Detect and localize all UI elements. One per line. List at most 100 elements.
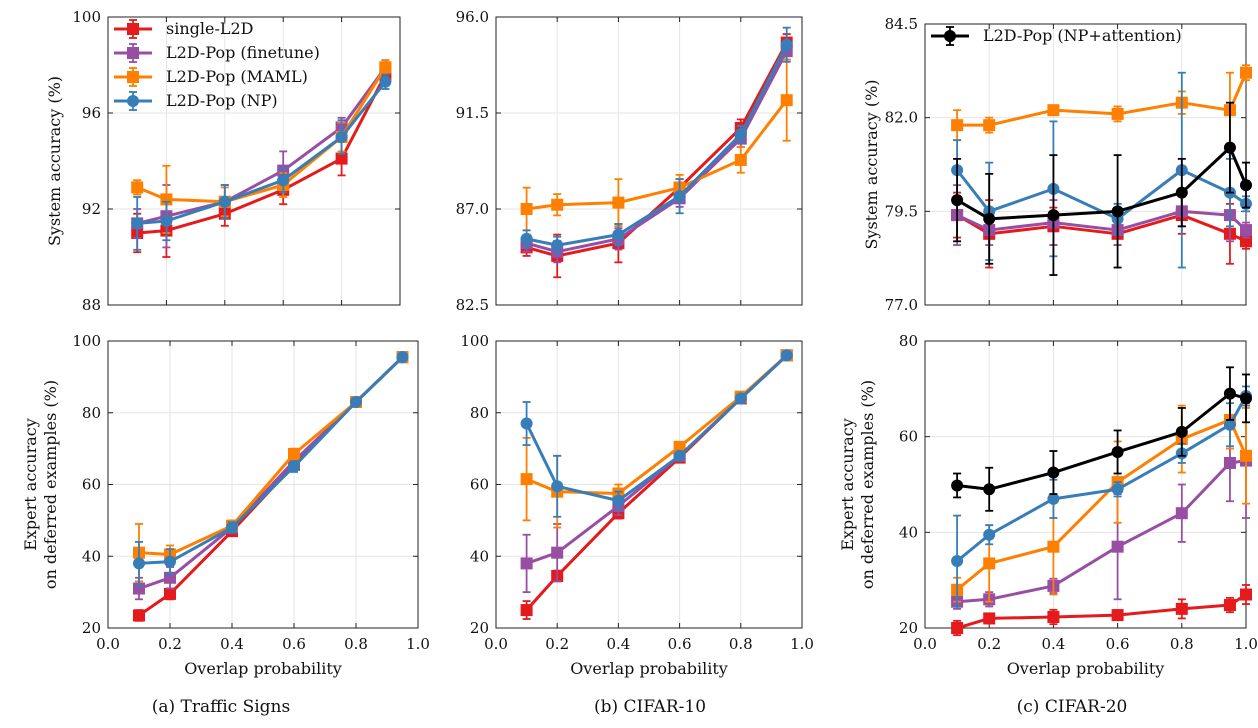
x-tick-label: 0.8 <box>729 635 753 653</box>
data-point <box>218 195 231 208</box>
series-single-l2d <box>520 33 793 279</box>
x-axis-label: Overlap probability <box>570 659 728 678</box>
series-line <box>956 459 1246 604</box>
series-line <box>525 354 788 503</box>
x-tick-label: 0.6 <box>282 635 306 653</box>
data-point <box>1111 483 1124 496</box>
panel-p01: 82.5 87.0 91.5 96.0 <box>456 8 803 314</box>
x-tick-label: 0.0 <box>913 635 937 653</box>
data-point <box>983 212 996 225</box>
data-point <box>288 448 300 461</box>
data-point <box>133 609 145 622</box>
legend-label: single-L2D <box>166 19 254 38</box>
series-l2d-pop-np- <box>133 351 409 586</box>
legend-label: L2D-Pop (NP) <box>166 91 278 110</box>
data-point <box>396 351 409 364</box>
x-tick-label: 0.4 <box>1041 635 1065 653</box>
legend: single-L2D L2D-Pop (finetune) L2D-Pop (MAM… <box>114 19 320 111</box>
x-tick-label: 1.0 <box>790 635 814 653</box>
data-point <box>983 483 996 496</box>
data-point <box>1047 492 1060 505</box>
x-tick-label: 0.0 <box>484 635 508 653</box>
data-point <box>983 119 996 132</box>
legend-marker <box>127 23 139 35</box>
legend-label: L2D-Pop (MAML) <box>166 67 308 86</box>
data-point <box>520 232 533 245</box>
series-l2d-pop-maml- <box>131 59 392 234</box>
caption-c: (c) CIFAR-20 <box>1017 697 1128 717</box>
series-l2d-pop-finetune- <box>951 402 1252 610</box>
series-line <box>138 356 404 565</box>
caption-a: (a) Traffic Signs <box>152 697 290 717</box>
data-point <box>133 557 145 570</box>
data-point <box>983 612 996 625</box>
data-point <box>951 194 964 207</box>
x-tick-label: 0.2 <box>158 635 182 653</box>
data-point <box>780 349 793 362</box>
data-point <box>983 557 996 570</box>
y-axis-label: System accuracy (%) <box>45 76 64 246</box>
y-tick-label: 80 <box>470 404 489 422</box>
y-tick-label: 92 <box>82 200 101 218</box>
y-tick-label: 60 <box>470 476 489 494</box>
y-tick-label: 96 <box>82 104 101 122</box>
y-tick-label: 40 <box>82 547 101 565</box>
y-tick-label: 79.5 <box>885 202 918 220</box>
x-tick-label: 0.8 <box>344 635 368 653</box>
data-point <box>1240 179 1252 192</box>
series-l2d-pop-maml- <box>951 390 1252 603</box>
data-point <box>551 546 564 559</box>
x-tick-label: 0.2 <box>977 635 1001 653</box>
y-axis-label: on deferred examples (%) <box>858 380 877 589</box>
y-tick-label: 20 <box>899 619 918 637</box>
data-point <box>951 555 964 568</box>
caption-b: (b) CIFAR-10 <box>594 697 706 717</box>
data-point <box>288 460 300 473</box>
data-point <box>551 239 564 252</box>
data-point <box>551 198 564 211</box>
series-l2d-pop-maml- <box>520 349 793 529</box>
data-point <box>951 622 964 634</box>
data-point <box>1047 466 1060 479</box>
y-tick-label: 60 <box>899 428 918 446</box>
data-point <box>734 153 747 166</box>
series-line <box>956 593 1246 630</box>
data-point <box>226 521 238 534</box>
data-point <box>520 473 533 486</box>
data-point <box>520 604 533 617</box>
panel-p11: 20 40 60 80 100 0.0 0.2 0.4 0.6 0.8 1.0 Overlap pro… <box>460 332 814 678</box>
legend-label: L2D-Pop (NP+attention) <box>983 26 1182 45</box>
x-tick-label: 0.0 <box>96 635 120 653</box>
y-tick-label: 20 <box>82 619 101 637</box>
data-point <box>612 196 625 209</box>
legend-label: L2D-Pop (finetune) <box>166 43 320 62</box>
axes-frame <box>107 16 401 306</box>
y-tick-label: 87.0 <box>456 200 489 218</box>
y-tick-label: 20 <box>470 619 489 637</box>
x-axis-label: Overlap probability <box>1007 659 1165 678</box>
data-point <box>520 557 533 570</box>
data-point <box>335 131 348 143</box>
panel-p10: 20 40 60 80 100 0.0 0.2 0.4 0.6 0.8 1.0 Overlap pro… <box>21 332 430 678</box>
data-point <box>612 228 625 241</box>
data-point <box>1223 456 1236 469</box>
x-axis-label: Overlap probability <box>184 659 342 678</box>
y-tick-label: 40 <box>470 547 489 565</box>
data-point <box>1175 507 1188 520</box>
series-line <box>956 395 1246 563</box>
y-tick-label: 77.0 <box>885 296 918 314</box>
panel-p12: 20 40 60 80 0.0 0.2 0.4 0.6 0.8 1.0 Overlap probab… <box>838 332 1258 678</box>
data-point <box>612 494 625 507</box>
data-point <box>673 190 686 203</box>
data-point <box>1223 599 1236 612</box>
data-point <box>160 215 173 227</box>
data-point <box>551 480 564 493</box>
legend: L2D-Pop (NP+attention) <box>931 26 1182 46</box>
x-tick-label: 0.6 <box>1106 635 1130 653</box>
series-line <box>956 418 1246 591</box>
data-point <box>780 38 793 51</box>
data-point <box>734 392 747 405</box>
series-l2d-pop-maml- <box>520 58 793 232</box>
data-point <box>1111 540 1124 553</box>
